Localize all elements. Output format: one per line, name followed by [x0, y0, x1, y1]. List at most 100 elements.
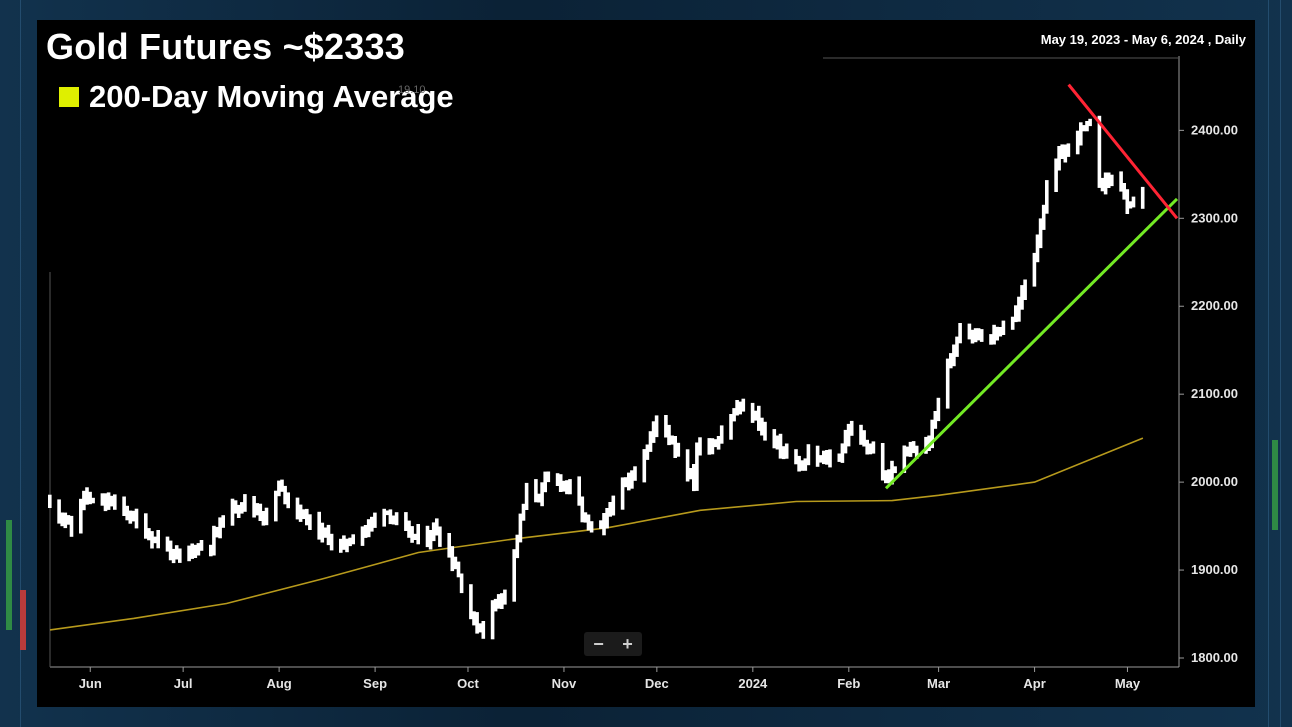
price-bar: [236, 504, 241, 518]
price-bar: [496, 594, 501, 609]
price-bar: [342, 535, 346, 550]
price-bar: [670, 435, 674, 445]
price-bar: [524, 482, 529, 510]
price-bar: [908, 441, 913, 457]
price-bar: [949, 353, 953, 369]
price-bar: [459, 573, 464, 594]
price-bar: [153, 536, 157, 544]
price-bar: [1020, 285, 1024, 310]
price-bar: [221, 515, 225, 528]
price-bar: [171, 548, 176, 564]
price-bar: [91, 497, 95, 504]
price-bar: [147, 528, 151, 541]
price-bar: [1085, 121, 1089, 132]
price-bar: [1063, 144, 1068, 163]
price-bar: [667, 424, 671, 446]
price-bar: [865, 439, 869, 455]
chart-title: Gold Futures ~$2333: [46, 26, 405, 67]
price-bar: [651, 421, 656, 443]
price-bar: [428, 530, 433, 550]
background-gridline: [20, 0, 21, 727]
background-candle: [1272, 440, 1278, 530]
price-bar: [976, 328, 981, 341]
price-bar: [887, 469, 891, 484]
price-bar: [348, 537, 352, 547]
price-bar: [404, 512, 408, 531]
price-bar: [363, 525, 368, 538]
y-tick-label: 2300.00: [1191, 210, 1238, 225]
price-bar: [490, 600, 495, 640]
legend-swatch: [59, 87, 79, 107]
y-tick-label: 2200.00: [1191, 298, 1238, 313]
price-bar: [1140, 186, 1145, 209]
price-bar: [673, 436, 677, 458]
zoom-in-button[interactable]: +: [622, 633, 633, 654]
price-bar: [156, 530, 160, 549]
zoom-out-button[interactable]: −: [593, 633, 604, 654]
price-bar: [469, 584, 473, 620]
price-bar: [562, 480, 566, 492]
price-bar: [540, 482, 544, 507]
price-bar: [174, 545, 179, 560]
price-bar: [589, 521, 594, 533]
price-bar: [366, 519, 371, 538]
price-bar: [518, 513, 523, 543]
price-bar: [109, 495, 114, 507]
price-bar: [930, 419, 934, 449]
price-bar: [800, 460, 804, 471]
price-bar: [645, 444, 650, 460]
price-bar: [846, 423, 851, 447]
date-range-label: May 19, 2023 - May 6, 2024 , Daily: [1040, 32, 1246, 47]
price-bar: [586, 514, 591, 531]
price-bar: [608, 502, 612, 517]
price-bar: [329, 533, 334, 551]
x-tick-label: Sep: [363, 676, 387, 691]
price-bar: [199, 540, 204, 551]
price-bar: [388, 509, 393, 525]
price-bar: [688, 468, 693, 480]
chart-svg[interactable]: 1800.00 1900.00 2000.00 2100.00 2200.00 2300.…: [37, 20, 1255, 707]
price-bar: [1075, 130, 1080, 155]
price-bar: [1097, 115, 1102, 188]
background-candle: [6, 520, 12, 630]
price-bar: [280, 479, 284, 492]
price-bar: [193, 544, 198, 558]
price-bar: [692, 464, 696, 492]
price-bar: [435, 518, 439, 536]
price-bar: [753, 410, 758, 421]
price-bar: [849, 420, 854, 436]
price-bar: [258, 503, 263, 521]
price-bar: [840, 443, 845, 463]
price-bar: [274, 490, 278, 522]
price-bar: [150, 531, 154, 549]
price-bar: [212, 525, 216, 556]
price-bar: [79, 498, 83, 534]
price-bar: [326, 524, 331, 546]
price-bar: [48, 494, 52, 508]
price-bar: [778, 433, 783, 459]
price-bar: [190, 543, 194, 559]
background-gridline: [1280, 0, 1281, 727]
price-bar: [927, 435, 931, 451]
x-tick-label: Apr: [1023, 676, 1045, 691]
price-bar: [565, 480, 569, 495]
price-bar: [880, 443, 885, 481]
price-bar: [797, 455, 801, 472]
price-bar: [240, 502, 244, 514]
price-bar: [209, 544, 213, 557]
price-bar: [806, 444, 811, 466]
price-bar: [261, 511, 266, 526]
price-bar: [546, 471, 551, 483]
background-candle: [20, 590, 26, 650]
price-bar: [905, 446, 910, 457]
resistance-trendline: [1067, 83, 1179, 220]
zoom-controls: − +: [584, 632, 642, 656]
price-bar: [1038, 218, 1043, 249]
price-bar: [1023, 279, 1027, 300]
support-trendline: [884, 197, 1179, 490]
price-bar: [82, 490, 86, 511]
price-bar: [178, 548, 182, 563]
price-bar: [416, 524, 420, 545]
price-bar: [698, 437, 702, 456]
price-bar: [775, 435, 780, 450]
